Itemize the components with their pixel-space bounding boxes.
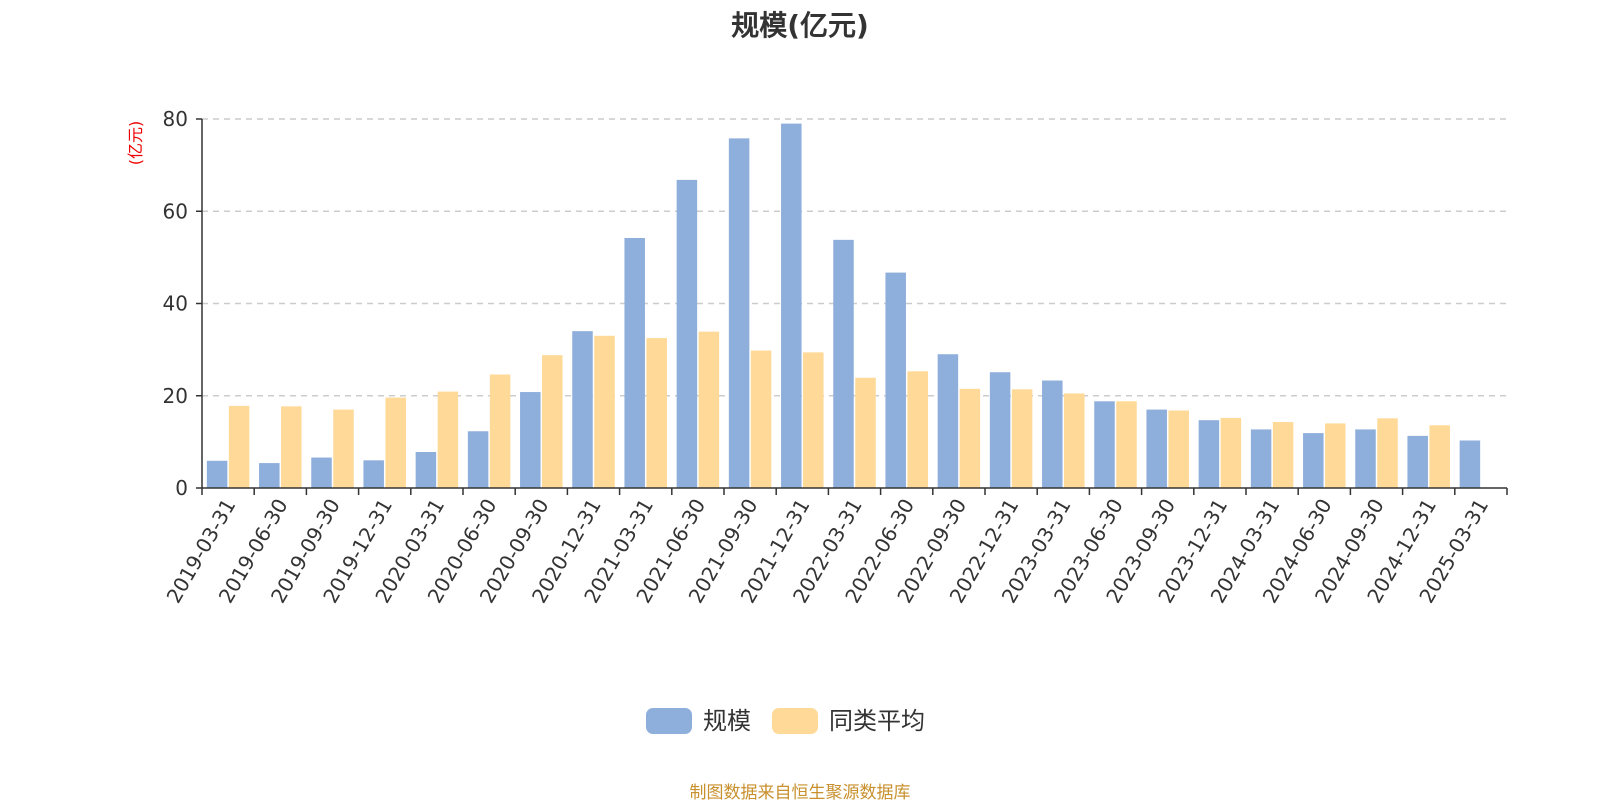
bar-scale[interactable] — [1042, 380, 1063, 488]
bar-peer-average[interactable] — [333, 409, 354, 488]
y-tick-label: 0 — [175, 476, 188, 500]
y-tick-label: 80 — [163, 107, 188, 131]
legend-label-scale[interactable]: 规模 — [703, 707, 751, 735]
bar-peer-average[interactable] — [907, 371, 928, 488]
bar-scale[interactable] — [415, 452, 437, 488]
y-tick-label: 20 — [163, 384, 188, 408]
bar-peer-average[interactable] — [1429, 425, 1450, 488]
bar-peer-average[interactable] — [1377, 418, 1398, 488]
bar-peer-average[interactable] — [542, 355, 563, 488]
bar-peer-average[interactable] — [1168, 410, 1189, 488]
legend[interactable]: 规模 同类平均 — [646, 707, 925, 735]
bar-scale[interactable] — [206, 460, 228, 488]
bar-scale[interactable] — [311, 457, 332, 488]
bar-peer-average[interactable] — [1220, 417, 1242, 488]
bar-scale[interactable] — [989, 372, 1011, 488]
bar-peer-average[interactable] — [437, 391, 459, 488]
bar-peer-average[interactable] — [1011, 389, 1033, 488]
bar-peer-average[interactable] — [1272, 422, 1294, 488]
chart-title: 规模(亿元) — [731, 9, 869, 42]
bar-scale[interactable] — [885, 272, 906, 488]
bar-peer-average[interactable] — [1325, 423, 1346, 488]
bar-scale[interactable] — [1198, 420, 1220, 488]
legend-swatch-scale[interactable] — [646, 708, 692, 734]
bar-scale[interactable] — [624, 238, 645, 488]
bar-scale[interactable] — [520, 392, 541, 488]
bar-scale[interactable] — [467, 431, 489, 488]
bar-scale[interactable] — [259, 463, 280, 488]
bar-scale[interactable] — [1407, 435, 1428, 488]
bar-scale[interactable] — [572, 331, 593, 488]
legend-swatch-peer-average[interactable] — [772, 708, 818, 734]
y-tick-label: 60 — [163, 199, 188, 223]
bar-scale[interactable] — [1250, 429, 1272, 488]
bar-scale[interactable] — [1355, 429, 1376, 488]
bar-scale[interactable] — [781, 123, 802, 489]
bar-peer-average[interactable] — [1064, 393, 1085, 488]
bar-scale[interactable] — [1094, 401, 1115, 488]
bar-peer-average[interactable] — [803, 352, 824, 488]
legend-label-peer-average[interactable]: 同类平均 — [829, 707, 925, 735]
bar-peer-average[interactable] — [855, 377, 876, 488]
source-note: 制图数据来自恒生聚源数据库 — [689, 783, 911, 803]
bar-peer-average[interactable] — [281, 406, 302, 488]
bar-peer-average[interactable] — [1116, 401, 1137, 488]
bar-peer-average[interactable] — [646, 338, 667, 488]
bar-peer-average[interactable] — [698, 331, 720, 488]
bar-scale[interactable] — [728, 138, 750, 488]
y-tick-label: 40 — [163, 292, 188, 316]
bar-scale[interactable] — [833, 239, 854, 488]
bar-scale[interactable] — [676, 179, 698, 488]
y-axis-label: (亿元) — [126, 121, 145, 166]
bar-peer-average[interactable] — [750, 350, 772, 488]
bar-peer-average[interactable] — [385, 397, 406, 488]
bar-scale[interactable] — [363, 460, 384, 488]
grid-lines — [202, 118, 1507, 397]
bar-scale[interactable] — [1303, 433, 1324, 488]
bar-peer-average[interactable] — [489, 374, 511, 488]
bar-peer-average[interactable] — [228, 405, 250, 488]
bar-scale[interactable] — [1459, 440, 1481, 488]
bar-peer-average[interactable] — [959, 388, 981, 488]
bars — [206, 123, 1481, 489]
bar-scale[interactable] — [937, 354, 959, 488]
bar-peer-average[interactable] — [594, 335, 615, 488]
bar-scale[interactable] — [1146, 409, 1167, 488]
